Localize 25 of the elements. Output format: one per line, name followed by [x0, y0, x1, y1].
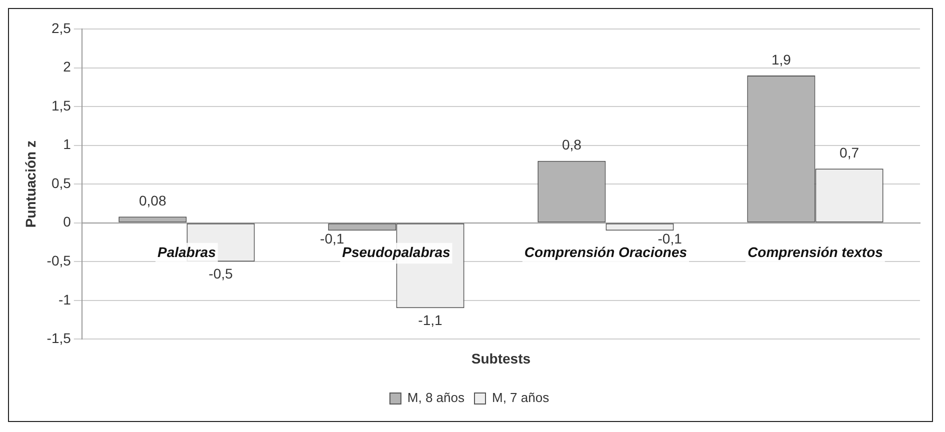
legend-label: M, 7 años	[492, 390, 550, 406]
y-tick-label: 0	[63, 214, 72, 230]
data-label: -1,1	[418, 312, 443, 328]
x-tick-label: Comprensión Oraciones	[524, 244, 688, 260]
data-label: 0,7	[840, 144, 860, 160]
y-tick-label: -1,5	[46, 330, 72, 346]
legend-label: M, 8 años	[407, 390, 465, 406]
y-tick-label: -1	[58, 291, 72, 308]
data-label: 0,8	[562, 136, 582, 153]
y-tick-label: -0,5	[46, 252, 72, 269]
y-tick-label: 1,5	[51, 97, 72, 114]
y-tick-label: 2,5	[51, 20, 72, 36]
y-tick-label: 0,5	[51, 174, 72, 191]
x-tick-label: Pseudopalabras	[342, 244, 450, 260]
y-axis-title: Puntuación z	[22, 140, 38, 228]
x-tick-label: Palabras	[157, 244, 216, 260]
data-label: -0,1	[320, 230, 344, 246]
data-label: -0,5	[208, 266, 234, 282]
x-tick-label: Comprensión textos	[748, 244, 884, 260]
y-tick-label: 2	[63, 58, 72, 75]
data-label: 1,9	[771, 51, 792, 68]
x-axis-title: Subtests	[471, 350, 531, 366]
data-label: 0,08	[139, 192, 166, 209]
y-tick-label: 1	[63, 136, 72, 152]
data-label: -0,1	[658, 230, 682, 246]
